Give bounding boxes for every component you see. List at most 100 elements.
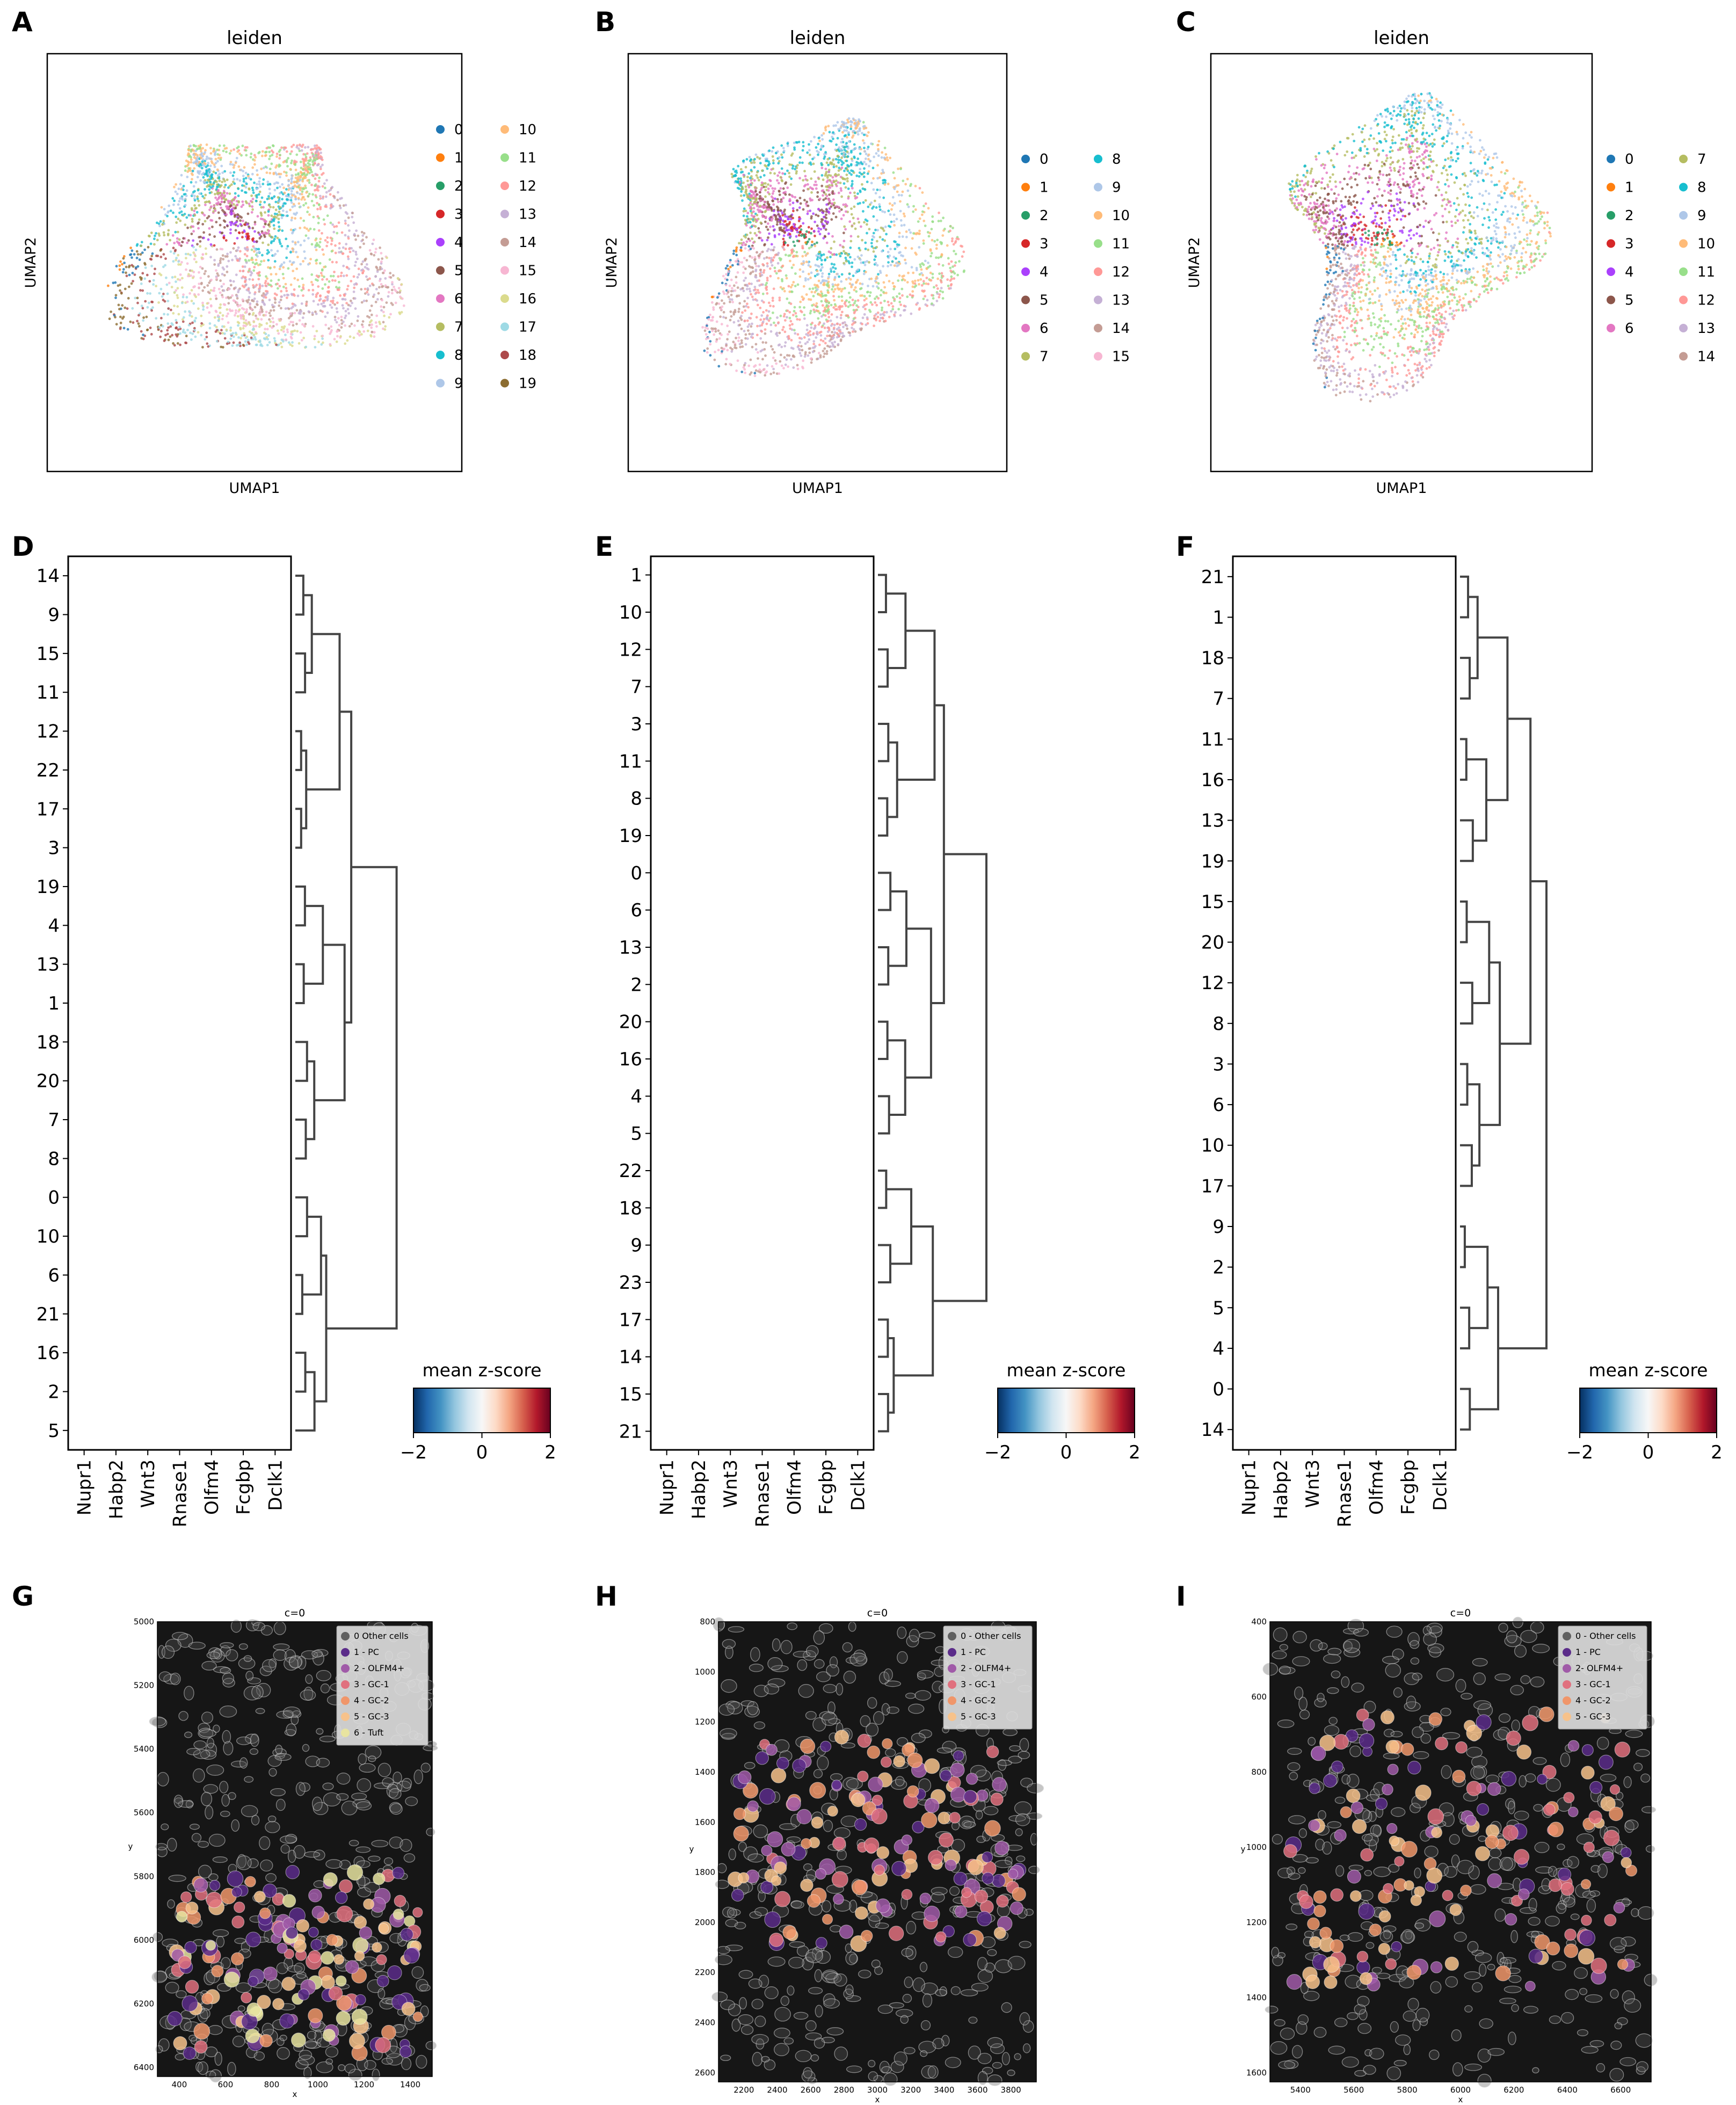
umap-point xyxy=(779,360,782,363)
umap-point xyxy=(805,324,809,327)
umap-point xyxy=(806,340,809,344)
umap-point xyxy=(809,209,812,212)
panel-label: D xyxy=(12,531,34,562)
umap-point xyxy=(885,274,888,277)
umap-point xyxy=(824,128,827,132)
umap-point xyxy=(152,279,155,282)
umap-point xyxy=(750,293,752,296)
umap-point xyxy=(864,241,867,244)
umap-point xyxy=(733,344,737,347)
umap-point xyxy=(299,331,302,334)
umap-point xyxy=(268,234,271,237)
umap-point xyxy=(158,224,161,228)
umap-point xyxy=(256,183,258,186)
umap-point xyxy=(832,212,835,215)
umap-point xyxy=(177,253,180,257)
umap-point xyxy=(810,291,813,294)
umap-point xyxy=(771,155,774,158)
umap-point xyxy=(804,353,807,356)
umap-point xyxy=(237,231,241,234)
umap-point xyxy=(214,162,217,165)
umap-point xyxy=(379,266,382,269)
umap-point xyxy=(196,243,199,246)
umap-point xyxy=(161,223,164,226)
umap-point xyxy=(126,307,129,310)
umap-point xyxy=(764,195,767,198)
umap-point xyxy=(927,235,931,238)
umap-point xyxy=(217,177,221,180)
umap-point xyxy=(884,153,888,156)
umap-point xyxy=(807,183,809,186)
umap-point xyxy=(241,231,244,234)
umap-point xyxy=(752,241,755,244)
umap-point xyxy=(150,264,154,267)
umap-point xyxy=(830,263,833,265)
umap-point xyxy=(875,206,878,209)
umap-point xyxy=(842,325,845,329)
umap-point xyxy=(894,241,897,243)
umap-point xyxy=(927,282,930,286)
umap-point xyxy=(742,214,745,217)
umap-point xyxy=(179,343,181,346)
umap-point xyxy=(816,258,819,261)
umap-point xyxy=(958,260,961,263)
umap-point xyxy=(243,265,246,268)
umap-point xyxy=(176,342,179,345)
umap-point xyxy=(319,165,322,169)
umap-point xyxy=(902,255,904,258)
umap-point xyxy=(248,202,251,205)
umap-point xyxy=(793,148,796,151)
umap-point xyxy=(817,317,820,320)
umap-point xyxy=(230,183,233,186)
umap-point xyxy=(241,200,244,203)
umap-point xyxy=(717,349,720,352)
umap-point xyxy=(199,265,202,268)
umap-point xyxy=(229,205,232,208)
umap-point xyxy=(766,228,769,231)
umap-point xyxy=(780,179,783,182)
umap-point xyxy=(832,198,835,201)
umap-point xyxy=(701,326,704,329)
umap-point xyxy=(774,324,777,327)
umap-point xyxy=(257,248,260,251)
umap-point xyxy=(859,287,862,291)
umap-point xyxy=(227,312,229,315)
umap-point xyxy=(755,316,758,319)
umap-point xyxy=(739,249,743,252)
umap-point xyxy=(350,280,353,282)
umap-point xyxy=(808,347,811,350)
umap-point xyxy=(785,277,788,280)
umap-point xyxy=(206,342,209,345)
umap-point xyxy=(761,341,765,344)
umap-point xyxy=(193,329,197,332)
umap-point xyxy=(376,270,379,273)
umap-point xyxy=(271,144,274,147)
umap-point xyxy=(210,278,213,281)
umap-point xyxy=(244,280,247,282)
umap-point xyxy=(223,200,226,204)
umap-point xyxy=(321,274,324,277)
umap-point xyxy=(156,238,159,242)
umap-point xyxy=(252,311,255,315)
umap-point xyxy=(922,242,925,245)
umap-point xyxy=(854,147,857,150)
umap-point xyxy=(798,156,802,159)
umap-point xyxy=(796,364,799,367)
umap-point xyxy=(792,366,795,369)
umap-point xyxy=(839,244,842,246)
umap-point xyxy=(769,373,773,375)
umap-point xyxy=(324,186,326,190)
umap-point xyxy=(166,322,170,325)
umap-point xyxy=(803,251,806,253)
umap-point xyxy=(265,289,267,293)
umap-point xyxy=(883,311,886,314)
umap-point xyxy=(767,203,770,206)
umap-point xyxy=(346,339,349,342)
umap-point xyxy=(330,306,333,309)
umap-point xyxy=(922,239,925,242)
umap-point xyxy=(268,299,271,301)
umap-point xyxy=(759,318,762,321)
umap-point xyxy=(791,164,795,168)
umap-point xyxy=(314,184,316,187)
umap-point xyxy=(181,295,185,299)
